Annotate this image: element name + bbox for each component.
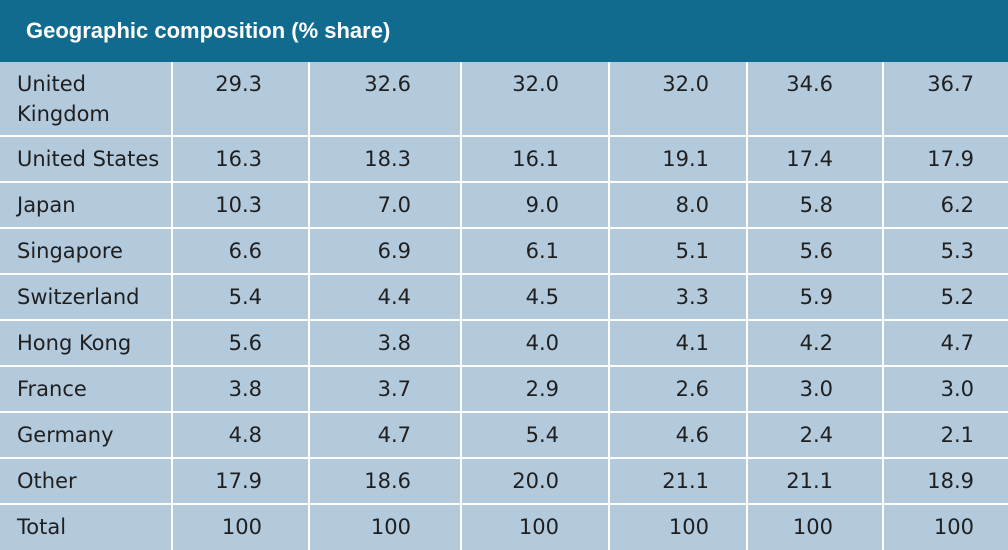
row-label: Total bbox=[0, 504, 173, 550]
value-cell: 3.3 bbox=[609, 274, 748, 321]
geographic-composition-table: United Kingdom 29.3 32.6 32.0 32.0 34.6 36.7 Un… bbox=[0, 62, 1008, 550]
value-cell: 6.6 bbox=[172, 228, 310, 275]
value-cell: 6.1 bbox=[461, 228, 610, 275]
value-cell: 5.8 bbox=[747, 182, 884, 229]
table-row: Germany 4.8 4.7 5.4 4.6 2.4 2.1 bbox=[0, 412, 1008, 459]
row-label: United Kingdom bbox=[0, 62, 173, 137]
value-cell: 2.4 bbox=[747, 412, 884, 459]
value-cell: 6.9 bbox=[309, 228, 462, 275]
value-cell: 5.4 bbox=[461, 412, 610, 459]
value-cell: 5.6 bbox=[747, 228, 884, 275]
value-cell: 100 bbox=[609, 504, 748, 550]
value-cell: 2.9 bbox=[461, 366, 610, 413]
value-cell: 20.0 bbox=[461, 458, 610, 505]
table-row: Other 17.9 18.6 20.0 21.1 21.1 18.9 bbox=[0, 458, 1008, 505]
value-cell: 3.8 bbox=[309, 320, 462, 367]
value-cell: 19.1 bbox=[609, 136, 748, 183]
table-row: Japan 10.3 7.0 9.0 8.0 5.8 6.2 bbox=[0, 182, 1008, 229]
value-cell: 4.1 bbox=[609, 320, 748, 367]
row-label: Japan bbox=[0, 182, 173, 229]
value-cell: 5.1 bbox=[609, 228, 748, 275]
value-cell: 9.0 bbox=[461, 182, 610, 229]
value-cell: 18.6 bbox=[309, 458, 462, 505]
value-cell: 16.1 bbox=[461, 136, 610, 183]
value-cell: 4.7 bbox=[883, 320, 1008, 367]
table-row: United Kingdom 29.3 32.6 32.0 32.0 34.6 36.7 bbox=[0, 62, 1008, 137]
table-row: United States 16.3 18.3 16.1 19.1 17.4 17.9 bbox=[0, 136, 1008, 183]
value-cell: 7.0 bbox=[309, 182, 462, 229]
value-cell: 6.2 bbox=[883, 182, 1008, 229]
value-cell: 4.6 bbox=[609, 412, 748, 459]
table-row: Total 100 100 100 100 100 100 bbox=[0, 504, 1008, 550]
value-cell: 10.3 bbox=[172, 182, 310, 229]
table-row: France 3.8 3.7 2.9 2.6 3.0 3.0 bbox=[0, 366, 1008, 413]
value-cell: 3.7 bbox=[309, 366, 462, 413]
value-cell: 5.4 bbox=[172, 274, 310, 321]
value-cell: 21.1 bbox=[747, 458, 884, 505]
row-label: Hong Kong bbox=[0, 320, 173, 367]
value-cell: 4.5 bbox=[461, 274, 610, 321]
table-row: Switzerland 5.4 4.4 4.5 3.3 5.9 5.2 bbox=[0, 274, 1008, 321]
value-cell: 4.2 bbox=[747, 320, 884, 367]
value-cell: 3.0 bbox=[747, 366, 884, 413]
table-row: Singapore 6.6 6.9 6.1 5.1 5.6 5.3 bbox=[0, 228, 1008, 275]
value-cell: 5.9 bbox=[747, 274, 884, 321]
row-label: Germany bbox=[0, 412, 173, 459]
value-cell: 4.7 bbox=[309, 412, 462, 459]
value-cell: 5.6 bbox=[172, 320, 310, 367]
value-cell: 29.3 bbox=[172, 62, 310, 137]
value-cell: 4.4 bbox=[309, 274, 462, 321]
value-cell: 8.0 bbox=[609, 182, 748, 229]
table-title: Geographic composition (% share) bbox=[26, 18, 391, 43]
value-cell: 17.9 bbox=[883, 136, 1008, 183]
value-cell: 36.7 bbox=[883, 62, 1008, 137]
value-cell: 18.9 bbox=[883, 458, 1008, 505]
value-cell: 17.9 bbox=[172, 458, 310, 505]
value-cell: 3.8 bbox=[172, 366, 310, 413]
value-cell: 2.1 bbox=[883, 412, 1008, 459]
row-label: Switzerland bbox=[0, 274, 173, 321]
value-cell: 3.0 bbox=[883, 366, 1008, 413]
row-label: France bbox=[0, 366, 173, 413]
value-cell: 17.4 bbox=[747, 136, 884, 183]
row-label: United States bbox=[0, 136, 173, 183]
row-label: Singapore bbox=[0, 228, 173, 275]
row-label: Other bbox=[0, 458, 173, 505]
value-cell: 32.0 bbox=[461, 62, 610, 137]
value-cell: 5.3 bbox=[883, 228, 1008, 275]
value-cell: 100 bbox=[309, 504, 462, 550]
table-title-bar: Geographic composition (% share) bbox=[0, 0, 1008, 62]
value-cell: 32.0 bbox=[609, 62, 748, 137]
value-cell: 2.6 bbox=[609, 366, 748, 413]
value-cell: 4.0 bbox=[461, 320, 610, 367]
value-cell: 34.6 bbox=[747, 62, 884, 137]
value-cell: 100 bbox=[747, 504, 884, 550]
value-cell: 100 bbox=[933, 515, 974, 539]
value-cell: 18.3 bbox=[309, 136, 462, 183]
value-cell: 100 bbox=[172, 504, 310, 550]
value-cell: 100 bbox=[461, 504, 610, 550]
value-cell: 5.2 bbox=[883, 274, 1008, 321]
value-cell: 32.6 bbox=[309, 62, 462, 137]
table-row: Hong Kong 5.6 3.8 4.0 4.1 4.2 4.7 bbox=[0, 320, 1008, 367]
value-cell: 4.8 bbox=[172, 412, 310, 459]
value-cell: 16.3 bbox=[172, 136, 310, 183]
value-cell: 21.1 bbox=[609, 458, 748, 505]
